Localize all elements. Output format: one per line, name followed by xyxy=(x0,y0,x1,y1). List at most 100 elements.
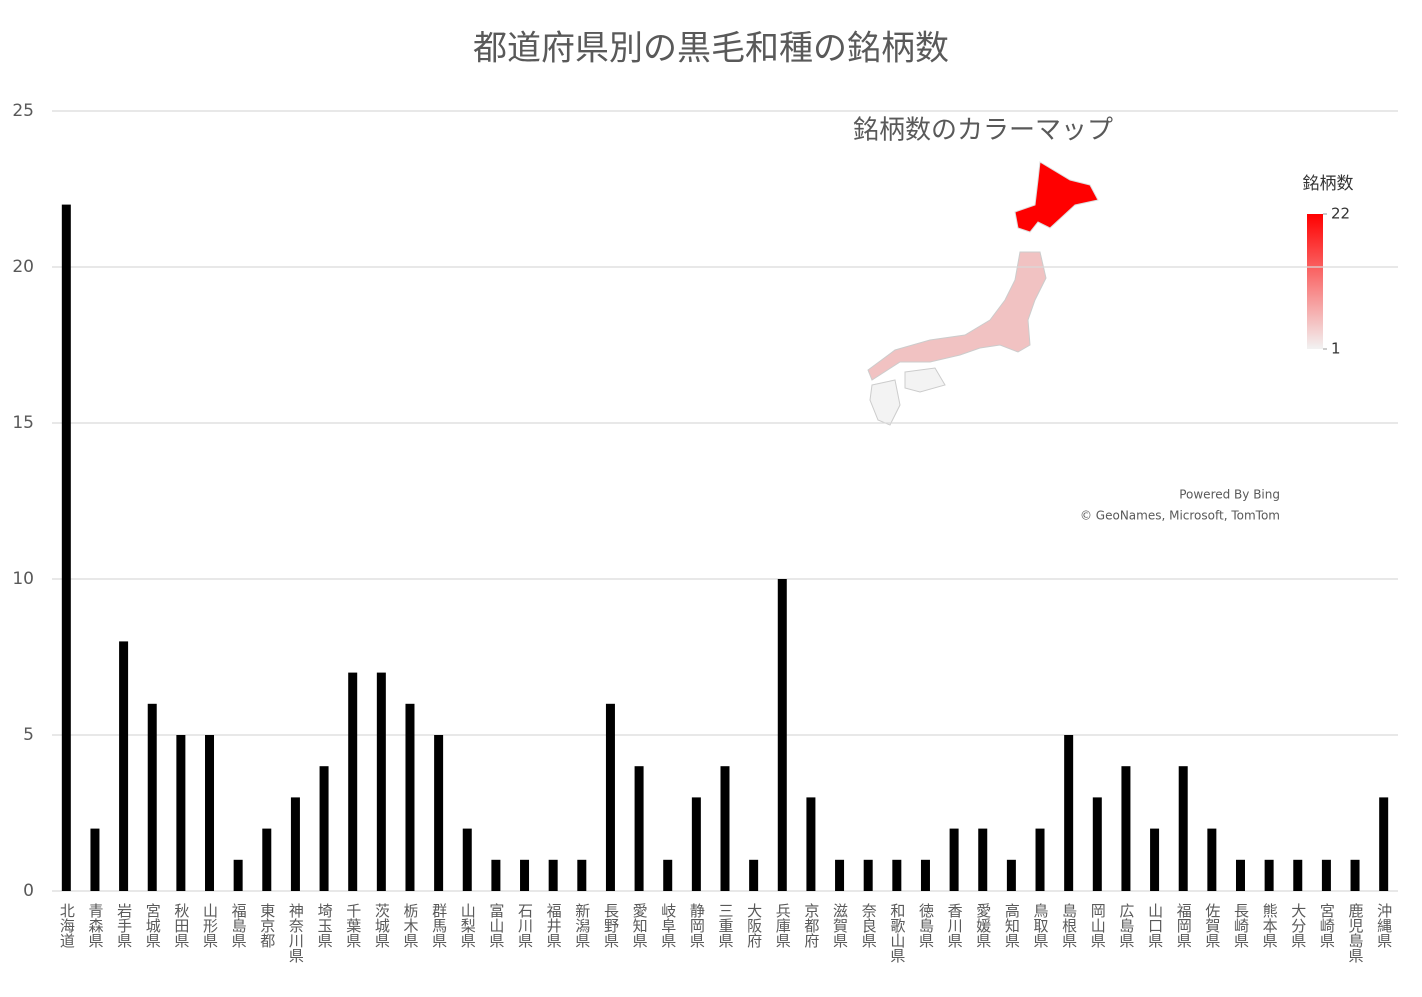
bar xyxy=(376,672,386,891)
kyushu xyxy=(869,379,901,426)
x-tick-label: 富山県 xyxy=(487,902,505,948)
x-tick-label: 宮城県 xyxy=(144,903,162,948)
bar xyxy=(577,859,587,891)
legend-tick-label: 22 xyxy=(1331,205,1350,223)
hokkaido xyxy=(1014,161,1099,233)
x-tick-label: 埼玉県 xyxy=(316,903,334,948)
x-tick-label: 栃木県 xyxy=(401,903,419,948)
bar xyxy=(90,828,100,891)
x-tick-label: 岐阜県 xyxy=(659,903,677,948)
x-tick-label: 沖縄県 xyxy=(1375,903,1393,948)
x-tick-label: 兵庫県 xyxy=(774,903,792,948)
bar xyxy=(491,859,501,891)
bar xyxy=(1350,859,1360,891)
x-tick-label: 長野県 xyxy=(602,903,620,948)
bar xyxy=(806,797,816,891)
x-tick-label: 滋賀県 xyxy=(831,903,849,948)
bar xyxy=(290,797,300,891)
x-tick-label: 石川県 xyxy=(516,903,534,948)
x-tick-label: 鹿児島県 xyxy=(1347,903,1365,963)
bar xyxy=(1150,828,1160,891)
bar xyxy=(720,766,730,891)
x-tick-label: 島根県 xyxy=(1060,903,1078,948)
map-credit: Powered By Bing xyxy=(1179,488,1280,502)
bar xyxy=(835,859,845,891)
bar xyxy=(1207,828,1217,891)
bar xyxy=(777,579,787,891)
x-tick-label: 奈良県 xyxy=(860,903,878,948)
chart-title: 都道府県別の黒毛和種の銘柄数 xyxy=(473,29,949,69)
x-tick-label: 愛知県 xyxy=(631,903,649,948)
bar xyxy=(634,766,644,891)
bar xyxy=(405,703,415,891)
x-tick-label: 熊本県 xyxy=(1261,903,1279,948)
x-tick-label: 山口県 xyxy=(1146,903,1164,948)
bar xyxy=(978,828,988,891)
x-tick-label: 北海道 xyxy=(58,903,76,948)
bar xyxy=(949,828,959,891)
x-tick-label: 新潟県 xyxy=(573,903,591,948)
bar xyxy=(749,859,759,891)
bar xyxy=(319,766,329,891)
x-tick-label: 香川県 xyxy=(946,903,964,948)
y-tick-label: 5 xyxy=(23,725,34,745)
bar xyxy=(205,735,215,891)
x-tick-label: 愛媛県 xyxy=(974,903,992,948)
bar xyxy=(920,859,930,891)
bar xyxy=(1006,859,1016,891)
x-tick-label: 徳島県 xyxy=(917,903,935,948)
y-tick-label: 20 xyxy=(12,257,34,277)
legend-tick-label: 1 xyxy=(1331,340,1341,358)
x-tick-label: 山形県 xyxy=(201,903,219,948)
x-tick-label: 大分県 xyxy=(1289,903,1307,948)
y-tick-label: 10 xyxy=(12,569,34,589)
honshu xyxy=(867,251,1047,381)
x-tick-label: 岡山県 xyxy=(1089,903,1107,948)
bar xyxy=(61,204,71,892)
x-tick-label: 和歌山県 xyxy=(888,903,906,963)
bar xyxy=(147,703,157,891)
bar xyxy=(863,859,873,891)
bar xyxy=(1178,766,1188,891)
bar xyxy=(119,641,129,891)
bar xyxy=(1064,735,1074,891)
bar xyxy=(348,672,358,891)
x-tick-label: 千葉県 xyxy=(344,903,362,948)
bar xyxy=(1092,797,1102,891)
bar xyxy=(663,859,673,891)
x-tick-label: 秋田県 xyxy=(172,903,190,948)
map-title: 銘柄数のカラーマップ xyxy=(853,116,1113,146)
x-tick-label: 広島県 xyxy=(1117,903,1135,948)
bar xyxy=(520,859,530,891)
x-tick-label: 福岡県 xyxy=(1175,903,1193,948)
bar xyxy=(1321,859,1331,891)
x-tick-label: 高知県 xyxy=(1003,903,1021,948)
bar xyxy=(1035,828,1045,891)
x-tick-label: 神奈川県 xyxy=(287,903,305,963)
x-tick-label: 茨城県 xyxy=(373,903,391,948)
map-copyright: © GeoNames, Microsoft, TomTom xyxy=(1080,509,1280,523)
bar xyxy=(892,859,902,891)
bar xyxy=(605,703,615,891)
bar xyxy=(1293,859,1303,891)
bar xyxy=(262,828,272,891)
bar xyxy=(1235,859,1245,891)
y-tick-label: 0 xyxy=(23,881,34,901)
bar xyxy=(462,828,472,891)
shikoku xyxy=(904,367,946,393)
x-tick-label: 宮崎県 xyxy=(1318,903,1336,948)
x-tick-label: 三重県 xyxy=(717,903,735,948)
x-tick-label: 長崎県 xyxy=(1232,903,1250,948)
x-tick-label: 東京都 xyxy=(258,903,276,948)
y-tick-label: 15 xyxy=(12,413,34,433)
bar xyxy=(548,859,558,891)
x-tick-label: 静岡県 xyxy=(688,903,706,948)
x-tick-label: 青森県 xyxy=(86,903,104,948)
x-tick-label: 京都府 xyxy=(802,903,820,949)
bar xyxy=(1264,859,1274,891)
legend-scale xyxy=(1307,214,1323,349)
x-tick-label: 群馬県 xyxy=(430,903,448,948)
bar xyxy=(434,735,444,891)
bar xyxy=(176,735,186,891)
